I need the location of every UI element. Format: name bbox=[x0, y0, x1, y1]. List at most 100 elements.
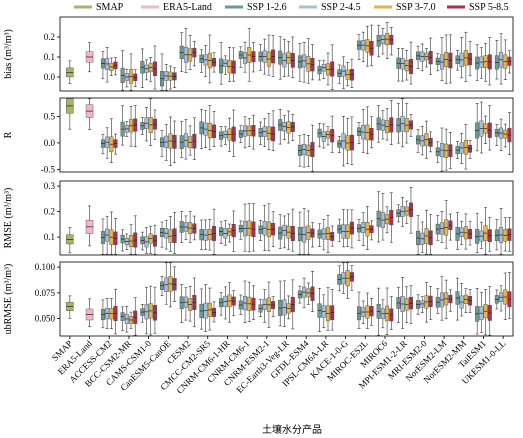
box-access-cm2-ssp-1-2-6 bbox=[100, 299, 105, 329]
box-taiesm1-ssp-3-7-0 bbox=[483, 289, 488, 336]
box-ukesm1-0-ll-ssp-3-7-0 bbox=[503, 39, 508, 80]
box-miroc-es2l-ssp-3-7-0 bbox=[365, 106, 370, 154]
box-ipsl-cm6a-lr-ssp-2-4-5 bbox=[321, 294, 326, 328]
box-ukesm1-0-ll-ssp-2-4-5 bbox=[499, 208, 504, 255]
box-cmcc-cm2-sr5-ssp-3-7-0 bbox=[207, 287, 212, 331]
box-noresm2-lm-ssp-1-2-6 bbox=[435, 53, 440, 72]
box-ec-earth3-veg-lr-ssp-2-4-5 bbox=[282, 115, 287, 141]
box-mpi-esm1-2-lr-ssp-2-4-5 bbox=[400, 48, 405, 82]
box-miroc6-ssp-1-2-6 bbox=[376, 191, 381, 243]
box-cnrm-cm6-1-hr-ssp-3-7-0 bbox=[227, 117, 232, 152]
box-noresm2-lm-ssp-5-8-5 bbox=[448, 132, 453, 169]
box-cesm2-ssp-2-4-5 bbox=[183, 215, 188, 240]
box-miroc6-ssp-2-4-5 bbox=[380, 193, 385, 241]
box-cams-csm1-0-ssp-1-2-6 bbox=[140, 231, 145, 251]
box-kace-1-0-g-ssp-1-2-6 bbox=[337, 218, 342, 242]
box-ipsl-cm6a-lr-ssp-5-8-5 bbox=[330, 289, 335, 331]
box-cnrm-cm6-1-ssp-1-2-6 bbox=[238, 220, 243, 240]
box-smap-smap bbox=[66, 98, 74, 130]
box-mri-esm2-0-ssp-5-8-5 bbox=[428, 286, 433, 320]
box-kace-1-0-g-ssp-3-7-0 bbox=[345, 209, 350, 248]
x-axis-label: 土壤水分产品 bbox=[262, 423, 322, 436]
box-ipsl-cm6a-lr-ssp-3-7-0 bbox=[325, 126, 330, 146]
box-cnrm-cm6-1-ssp-5-8-5 bbox=[251, 285, 256, 320]
box-cesm2-ssp-3-7-0 bbox=[188, 285, 193, 322]
box-cmcc-cm2-sr5-ssp-1-2-6 bbox=[199, 288, 204, 330]
box-cnrm-cm6-1-hr-ssp-1-2-6 bbox=[219, 42, 224, 85]
box-cams-csm1-0-ssp-2-4-5 bbox=[144, 286, 149, 335]
box-cams-csm1-0-ssp-1-2-6 bbox=[140, 304, 145, 323]
box-canesm5-canoe-ssp-5-8-5 bbox=[172, 120, 177, 164]
box-noresm2-lm-ssp-3-7-0 bbox=[444, 128, 449, 171]
box-noresm2-lm-ssp-5-8-5 bbox=[448, 34, 453, 84]
box-cmcc-cm2-sr5-ssp-5-8-5 bbox=[212, 52, 217, 73]
box-ukesm1-0-ll-ssp-1-2-6 bbox=[494, 124, 499, 146]
box-taiesm1-ssp-1-2-6 bbox=[475, 103, 480, 152]
box-bcc-csm2-mr-ssp-3-7-0 bbox=[129, 311, 134, 329]
box-ipsl-cm6a-lr-ssp-2-4-5 bbox=[321, 219, 326, 251]
box-noresm2-mm-ssp-2-4-5 bbox=[459, 132, 464, 164]
box-era5-land-era5-land bbox=[85, 205, 94, 247]
box-cams-csm1-0-ssp-5-8-5 bbox=[152, 45, 157, 90]
box-bcc-csm2-mr-ssp-2-4-5 bbox=[124, 305, 129, 333]
box-canesm5-canoe-ssp-5-8-5 bbox=[172, 67, 177, 88]
box-cnrm-esm2-1-ssp-2-4-5 bbox=[262, 205, 267, 251]
box-miroc-es2l-ssp-1-2-6 bbox=[356, 122, 361, 144]
box-taiesm1-ssp-1-2-6 bbox=[475, 44, 480, 81]
box-mpi-esm1-2-lr-ssp-1-2-6 bbox=[396, 204, 401, 223]
box-miroc6-ssp-3-7-0 bbox=[385, 22, 390, 59]
box-ukesm1-0-ll-ssp-3-7-0 bbox=[503, 272, 508, 320]
box-cmcc-cm2-sr5-ssp-3-7-0 bbox=[207, 34, 212, 84]
box-cnrm-cm6-1-ssp-5-8-5 bbox=[251, 114, 256, 150]
box-cmcc-cm2-sr5-ssp-3-7-0 bbox=[207, 105, 212, 151]
box-taiesm1-ssp-1-2-6 bbox=[475, 288, 480, 335]
box-ukesm1-0-ll-ssp-5-8-5 bbox=[507, 112, 512, 155]
box-cams-csm1-0-ssp-2-4-5 bbox=[144, 227, 149, 254]
box-cnrm-esm2-1-ssp-2-4-5 bbox=[262, 289, 267, 323]
box-noresm2-mm-ssp-1-2-6 bbox=[455, 212, 460, 250]
box-gfdl-esm4-ssp-1-2-6 bbox=[297, 135, 302, 167]
box-bcc-csm2-mr-ssp-3-7-0 bbox=[129, 53, 134, 91]
panel-frame bbox=[59, 97, 514, 173]
box-cesm2-ssp-1-2-6 bbox=[179, 211, 184, 243]
box-cesm2-ssp-1-2-6 bbox=[179, 120, 184, 158]
box-noresm2-mm-ssp-2-4-5 bbox=[459, 282, 464, 317]
box-noresm2-lm-ssp-1-2-6 bbox=[435, 141, 440, 163]
box-gfdl-esm4-ssp-3-7-0 bbox=[306, 210, 311, 255]
panel-2: -0.5 0.0 0.5 R bbox=[3, 97, 514, 174]
box-access-cm2-ssp-1-2-6 bbox=[100, 218, 105, 255]
box-cmcc-cm2-sr5-ssp-2-4-5 bbox=[203, 110, 208, 148]
box-miroc6-ssp-1-2-6 bbox=[376, 105, 381, 143]
box-canesm5-canoe-ssp-1-2-6 bbox=[160, 276, 165, 296]
y-tick-label: 0.2 bbox=[44, 32, 55, 42]
panel-3: 0.1 0.2 0.3 RMSE (m³/m³) bbox=[3, 180, 514, 256]
box-kace-1-0-g-ssp-2-4-5 bbox=[341, 262, 346, 294]
box-miroc6-ssp-2-4-5 bbox=[380, 28, 385, 55]
box-cnrm-cm6-1-ssp-2-4-5 bbox=[243, 203, 248, 252]
box-miroc6-ssp-5-8-5 bbox=[389, 100, 394, 145]
box-bcc-csm2-mr-ssp-5-8-5 bbox=[133, 215, 138, 255]
box-kace-1-0-g-ssp-5-8-5 bbox=[349, 265, 354, 291]
box-noresm2-mm-ssp-5-8-5 bbox=[468, 289, 473, 313]
box-cnrm-cm6-1-ssp-3-7-0 bbox=[247, 203, 252, 253]
panel-1: 0.0 0.1 0.2 bias (m³/m³) bbox=[3, 16, 514, 92]
box-noresm2-lm-ssp-3-7-0 bbox=[444, 34, 449, 84]
box-noresm2-lm-ssp-2-4-5 bbox=[439, 276, 444, 321]
box-access-cm2-ssp-3-7-0 bbox=[109, 118, 114, 163]
box-kace-1-0-g-ssp-2-4-5 bbox=[341, 56, 346, 90]
box-ec-earth3-veg-lr-ssp-1-2-6 bbox=[278, 36, 283, 80]
x-tick-labels: SMAPERA5-LandACCESS-CM2BCC-CSM2-MRCAMS-C… bbox=[50, 336, 508, 396]
box-ec-earth3-veg-lr-ssp-3-7-0 bbox=[286, 41, 291, 77]
box-mri-esm2-0-ssp-1-2-6 bbox=[416, 294, 421, 315]
box-noresm2-mm-ssp-3-7-0 bbox=[463, 213, 468, 250]
box-kace-1-0-g-ssp-2-4-5 bbox=[341, 116, 346, 167]
box-gfdl-esm4-ssp-2-4-5 bbox=[302, 208, 307, 255]
box-cnrm-cm6-1-hr-ssp-1-2-6 bbox=[219, 292, 224, 316]
box-ipsl-cm6a-lr-ssp-3-7-0 bbox=[325, 52, 330, 86]
box-gfdl-esm4-ssp-3-7-0 bbox=[306, 282, 311, 305]
box-bcc-csm2-mr-ssp-1-2-6 bbox=[120, 105, 125, 146]
y-tick-label: 0.0 bbox=[44, 138, 56, 148]
box-noresm2-mm-ssp-2-4-5 bbox=[459, 36, 464, 79]
box-cmcc-cm2-sr5-ssp-5-8-5 bbox=[212, 208, 217, 255]
